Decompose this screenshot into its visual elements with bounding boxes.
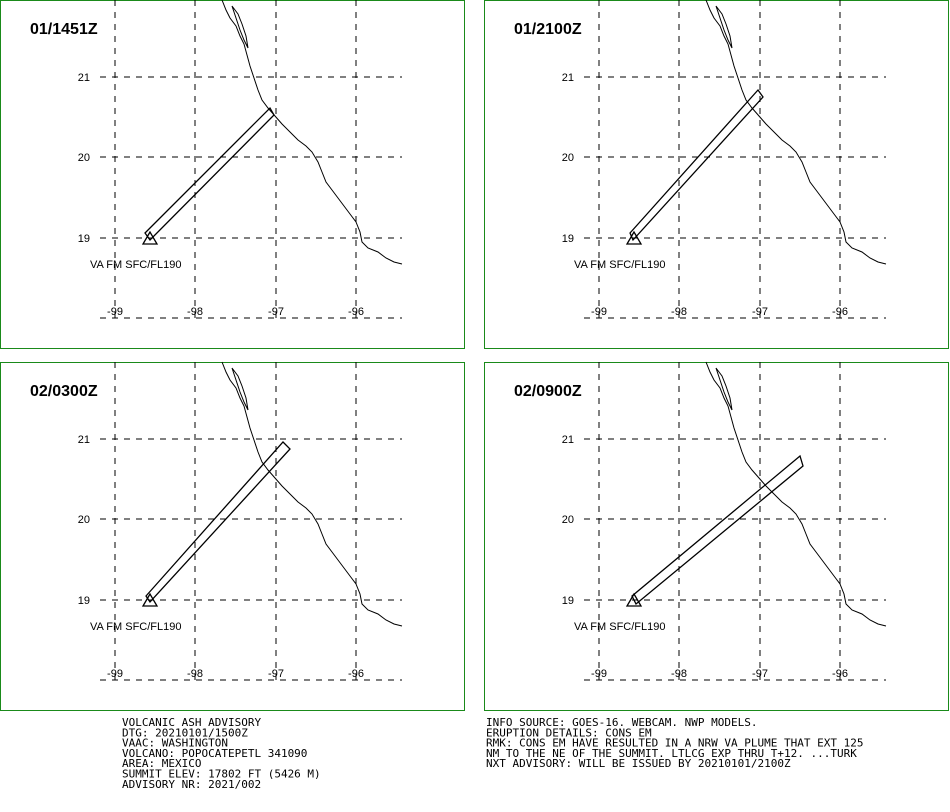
advisory-line: INFO SOURCE: GOES-16. WEBCAM. NWP MODELS… [486,716,758,729]
lat-label: 19 [78,595,90,607]
panel-title: 02/0900Z [514,383,582,400]
panel-border [484,362,949,711]
panel-border [484,0,949,349]
lon-label: -97 [752,668,768,680]
ash-plume [144,106,275,242]
lat-label: 19 [562,233,574,245]
lat-label: 21 [78,72,90,84]
ash-plume [631,454,804,606]
lon-label: -99 [591,668,607,680]
coastline [221,0,403,265]
panel-border [0,362,465,711]
lon-label: -96 [348,306,364,318]
advisory-line: ERUPTION DETAILS: CONS EM [486,726,652,739]
coastline [705,361,887,627]
layer-label: VA FM SFC/FL190 [90,621,182,633]
lon-label: -96 [348,668,364,680]
lon-label: -99 [107,668,123,680]
map-panel: 02/0900Z VA FM SFC/FL190 21 20 19 -99 -98 -97 -9… [484,361,949,711]
lon-label: -98 [187,668,203,680]
lon-label: -98 [671,668,687,680]
advisory-line: VOLCANIC ASH ADVISORY [122,716,261,729]
advisory-line: DTG: 20210101/1500Z [122,726,248,739]
lat-label: 20 [78,514,90,526]
advisory-line: NM TO THE NE OF THE SUMMIT. LTLCG EXP TH… [486,747,857,760]
advisory-line: NXT ADVISORY: WILL BE ISSUED BY 20210101… [486,757,791,770]
advisory-line: RMK: CONS EM HAVE RESULTED IN A NRW VA P… [486,737,864,750]
volcano-symbol [625,592,643,607]
map-panel: 01/2100Z VA FM SFC/FL190 21 20 19 -99 -98 -97 -9… [484,0,949,349]
lat-label: 21 [78,434,90,446]
panel-title: 01/2100Z [514,21,582,38]
ash-plume [629,88,764,242]
lagoon [715,5,733,49]
lat-label: 21 [562,434,574,446]
advisory-line: VAAC: WASHINGTON [122,737,228,750]
panel-title: 01/1451Z [30,21,98,38]
coastline [221,361,403,627]
panel-border [0,0,465,349]
lon-label: -99 [591,306,607,318]
panel-title: 02/0300Z [30,383,98,400]
lat-label: 20 [78,152,90,164]
volcano-symbol [141,230,159,245]
lat-label: 20 [562,152,574,164]
lon-label: -98 [671,306,687,318]
advisory-line: ADVISORY NR: 2021/002 [122,778,261,791]
lon-label: -96 [832,668,848,680]
advisory-line: VOLCANO: POPOCATEPETL 341090 [122,747,307,760]
layer-label: VA FM SFC/FL190 [90,259,182,271]
layer-label: VA FM SFC/FL190 [574,621,666,633]
lat-label: 19 [78,233,90,245]
lagoon [231,367,249,411]
lon-label: -96 [832,306,848,318]
map-panel: 02/0300Z VA FM SFC/FL190 21 20 19 -99 -98 -97 -9… [0,361,465,711]
lon-label: -97 [268,306,284,318]
layer-label: VA FM SFC/FL190 [574,259,666,271]
lon-label: -97 [268,668,284,680]
advisory-line: SUMMIT ELEV: 17802 FT (5426 M) [122,768,321,781]
lagoon [231,5,249,49]
lat-label: 19 [562,595,574,607]
coastline [705,0,887,265]
lon-label: -99 [107,306,123,318]
ash-plume [145,441,291,604]
lat-label: 20 [562,514,574,526]
advisory-line: AREA: MEXICO [122,757,201,770]
lat-label: 21 [562,72,574,84]
volcano-symbol [625,230,643,245]
lon-label: -98 [187,306,203,318]
volcano-symbol [141,592,159,607]
lon-label: -97 [752,306,768,318]
lagoon [715,367,733,411]
map-panel: 01/1451Z VA FM SFC/FL190 21 20 19 -99 -98 -97 -9… [0,0,465,349]
